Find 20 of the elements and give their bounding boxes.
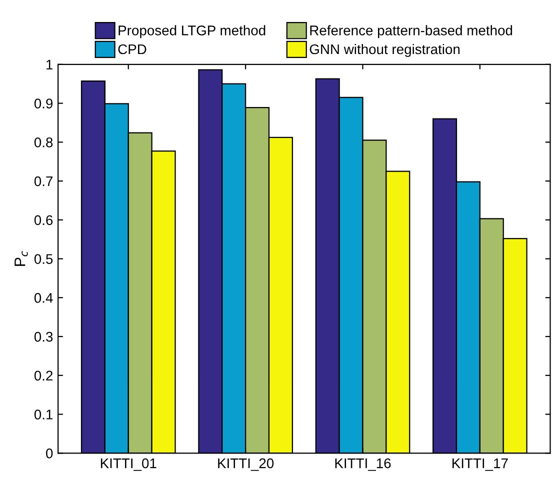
y-tick-label: 0.7 xyxy=(34,176,53,186)
y-tick-label: 1 xyxy=(46,60,53,70)
legend-label: Reference pattern-based method xyxy=(310,25,512,38)
y-tick-label: 0.4 xyxy=(34,292,53,303)
legend-label: GNN without registration xyxy=(310,44,460,57)
y-tick-label: 0.9 xyxy=(34,98,53,108)
y-tick-label: 0.2 xyxy=(34,370,53,381)
y-tick-label: 0.5 xyxy=(34,254,53,264)
y-tick-label: 0.3 xyxy=(34,332,53,342)
y-tick-label: 0.8 xyxy=(34,137,53,148)
x-tick-label: KITTI_17 xyxy=(452,458,508,471)
y-tick-label: 0.1 xyxy=(34,410,53,420)
y-tick-label: 0 xyxy=(46,448,53,458)
legend-label: CPD xyxy=(118,44,146,54)
x-tick-label: KITTI_01 xyxy=(100,458,156,471)
y-tick-label: 0.6 xyxy=(34,215,53,226)
x-tick-label: KITTI_20 xyxy=(218,458,274,471)
legend-label: Proposed LTGP method xyxy=(118,25,266,38)
x-tick-label: KITTI_16 xyxy=(335,458,391,471)
y-axis-title: P$_{c}$ xyxy=(14,251,28,266)
